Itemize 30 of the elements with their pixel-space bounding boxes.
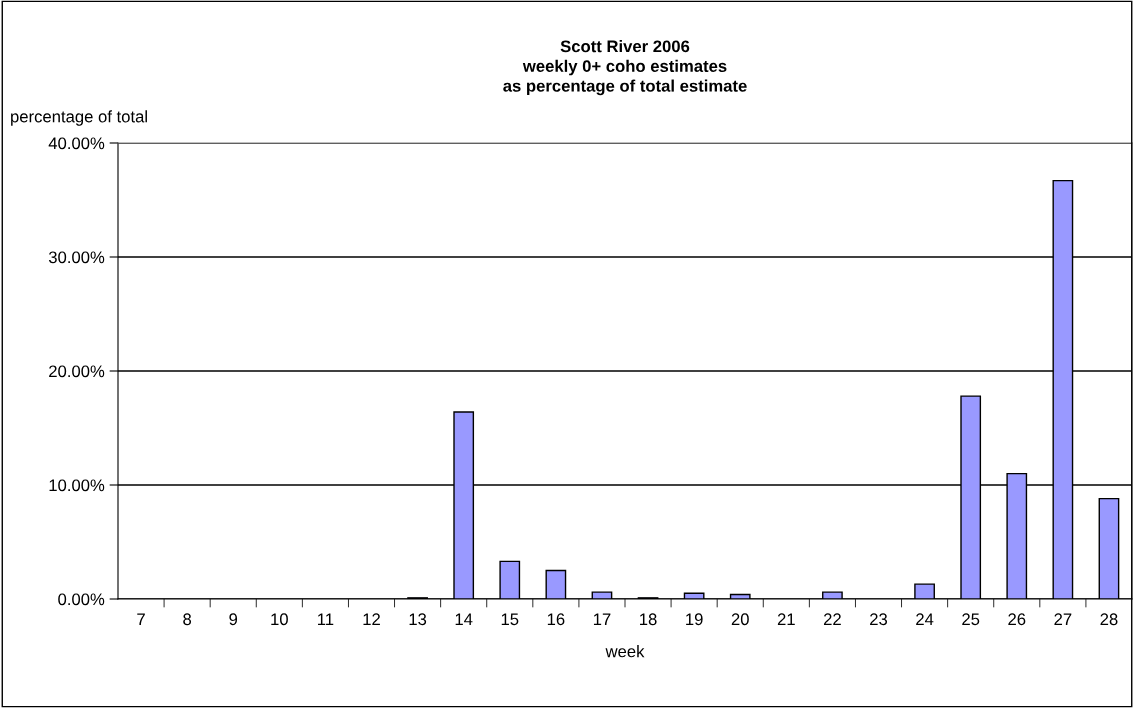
chart-title: Scott River 2006 weekly 0+ coho estimates as percentage of total estimate [503,40,747,96]
x-tick-label: 10 [271,613,288,626]
x-tick-label: 20 [731,613,749,626]
x-tick-label: 16 [547,613,565,626]
x-tick-label: 22 [823,613,841,625]
x-tick-label: 8 [183,613,192,626]
x-tick-label: 18 [640,613,657,626]
y-tick-label: 10.00% [49,479,105,492]
x-tick-label: 13 [409,613,427,626]
x-tick-label: 12 [363,613,380,625]
x-tick-label: 19 [686,613,703,626]
x-tick-label: 7 [137,613,145,625]
x-axis-title: week [605,645,645,658]
y-tick-label: 30.00% [48,251,105,264]
x-tick-label: 26 [1008,613,1026,626]
x-tick-label: 25 [962,613,980,626]
x-tick-label: 9 [229,613,238,626]
x-tick-label: 17 [593,613,611,625]
x-tick-label: 14 [455,613,473,625]
y-axis-title: percentage of total [11,110,147,126]
x-tick-label: 15 [501,613,519,626]
y-tick-label: 20.00% [49,365,105,378]
x-tick-label: 11 [318,613,334,625]
x-tick-label: 24 [916,613,934,625]
y-tick-label: 40.00% [48,137,105,150]
x-tick-label: 23 [870,613,888,626]
x-tick-label: 27 [1054,613,1072,625]
y-tick-label: 0.00% [58,593,105,606]
x-tick-label: 28 [1100,613,1118,626]
x-tick-label: 21 [777,613,795,625]
